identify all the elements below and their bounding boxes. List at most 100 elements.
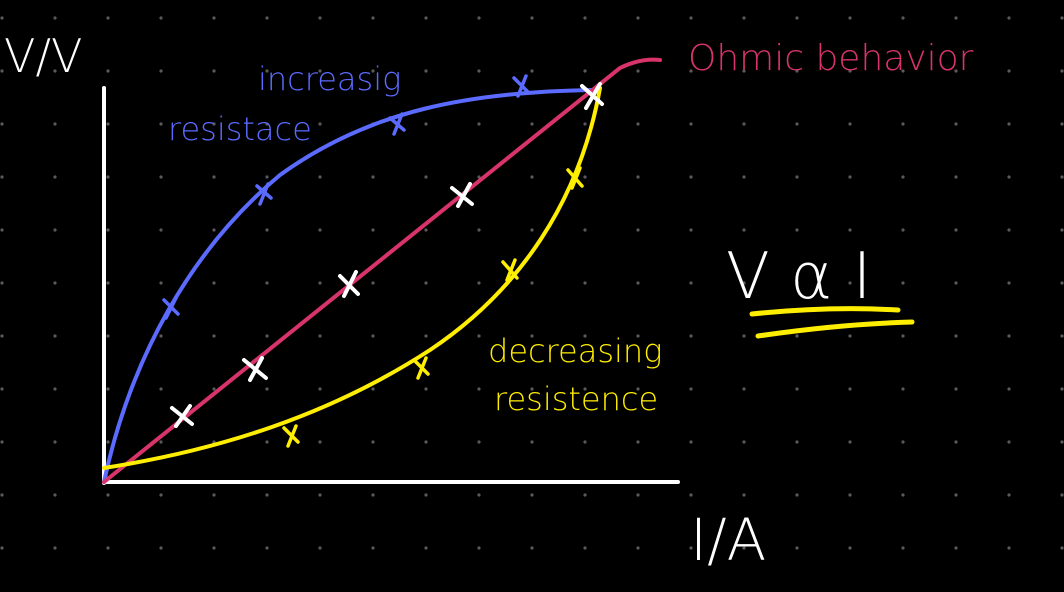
underline-stroke-2 <box>755 319 915 339</box>
grid-dot <box>901 16 905 20</box>
grid-dot <box>318 546 322 550</box>
grid-dot <box>1007 440 1011 444</box>
grid-dot <box>1060 334 1064 338</box>
grid-dot <box>636 493 640 497</box>
grid-dot <box>583 122 587 126</box>
grid-dot <box>795 228 799 232</box>
grid-dot <box>795 16 799 20</box>
grid-dot <box>636 387 640 391</box>
grid-dot <box>318 440 322 444</box>
grid-dot <box>0 16 4 20</box>
grid-dot <box>53 16 57 20</box>
grid-dot <box>901 175 905 179</box>
grid-dot <box>371 493 375 497</box>
grid-dot <box>106 175 110 179</box>
equation-underline <box>749 306 915 339</box>
grid-dot <box>583 334 587 338</box>
grid-dot <box>1007 69 1011 73</box>
grid-dot <box>212 16 216 20</box>
grid-dot <box>530 440 534 444</box>
grid-dot <box>53 228 57 232</box>
grid-dot <box>159 122 163 126</box>
grid-dot <box>53 175 57 179</box>
grid-dot <box>795 546 799 550</box>
grid-dot <box>1060 69 1064 73</box>
grid-dot <box>1007 281 1011 285</box>
grid-dot <box>212 546 216 550</box>
grid-dot <box>0 440 4 444</box>
grid-dot <box>1007 122 1011 126</box>
grid-dot <box>159 546 163 550</box>
grid-dot <box>159 175 163 179</box>
grid-dot <box>159 16 163 20</box>
grid-dot <box>1007 16 1011 20</box>
grid-dot <box>0 69 4 73</box>
grid-dot <box>954 122 958 126</box>
grid-dot <box>742 440 746 444</box>
grid-dot <box>371 387 375 391</box>
grid-dot <box>636 281 640 285</box>
grid-dot <box>106 16 110 20</box>
grid-dot <box>106 281 110 285</box>
grid-dot <box>159 493 163 497</box>
grid-dot <box>477 122 481 126</box>
grid-dot <box>265 175 269 179</box>
grid-dot <box>636 175 640 179</box>
grid-dot <box>954 493 958 497</box>
grid-dot <box>1007 546 1011 550</box>
increasing-label-line1: increasig <box>258 60 401 98</box>
grid-dot <box>53 546 57 550</box>
grid-dot <box>318 334 322 338</box>
grid-dot <box>477 546 481 550</box>
grid-dot <box>424 440 428 444</box>
grid-dot <box>0 387 4 391</box>
grid-dot <box>424 69 428 73</box>
grid-dot <box>1060 175 1064 179</box>
grid-dot <box>636 546 640 550</box>
grid-dot <box>901 281 905 285</box>
ohmic-line <box>102 57 662 484</box>
grid-dot <box>795 175 799 179</box>
grid-dot <box>212 281 216 285</box>
grid-dot <box>901 334 905 338</box>
x-axis-label: I/A <box>690 506 766 574</box>
grid-dot <box>53 281 57 285</box>
grid-dot <box>530 175 534 179</box>
grid-dot <box>424 281 428 285</box>
grid-dot <box>742 69 746 73</box>
grid-dot <box>954 546 958 550</box>
grid-dot <box>530 69 534 73</box>
grid-dot <box>424 493 428 497</box>
data-point-marker <box>450 182 474 208</box>
grid-dot <box>318 493 322 497</box>
grid-dot <box>159 387 163 391</box>
grid-dot <box>318 175 322 179</box>
grid-dot <box>689 281 693 285</box>
grid-dot <box>742 175 746 179</box>
grid-dot <box>954 175 958 179</box>
grid-dot <box>424 175 428 179</box>
grid-dot <box>795 334 799 338</box>
grid-dot <box>848 546 852 550</box>
grid-dot <box>530 493 534 497</box>
grid-dot <box>106 546 110 550</box>
grid-dot <box>848 16 852 20</box>
increasing-label-line2: resistace <box>168 110 312 148</box>
grid-dot <box>954 69 958 73</box>
grid-dot <box>212 122 216 126</box>
grid-dot <box>636 334 640 338</box>
grid-dot <box>689 175 693 179</box>
ohmic-behavior-label: Ohmic behavior <box>688 38 974 79</box>
grid-dot <box>795 69 799 73</box>
grid-dot <box>106 69 110 73</box>
decreasing-resistance-curve <box>102 86 602 470</box>
grid-dot <box>848 175 852 179</box>
grid-dot <box>106 228 110 232</box>
grid-dot <box>1060 440 1064 444</box>
grid-dot <box>636 228 640 232</box>
grid-dot <box>265 228 269 232</box>
data-point-marker <box>512 74 530 98</box>
grid-dot <box>1060 16 1064 20</box>
grid-dot <box>424 228 428 232</box>
